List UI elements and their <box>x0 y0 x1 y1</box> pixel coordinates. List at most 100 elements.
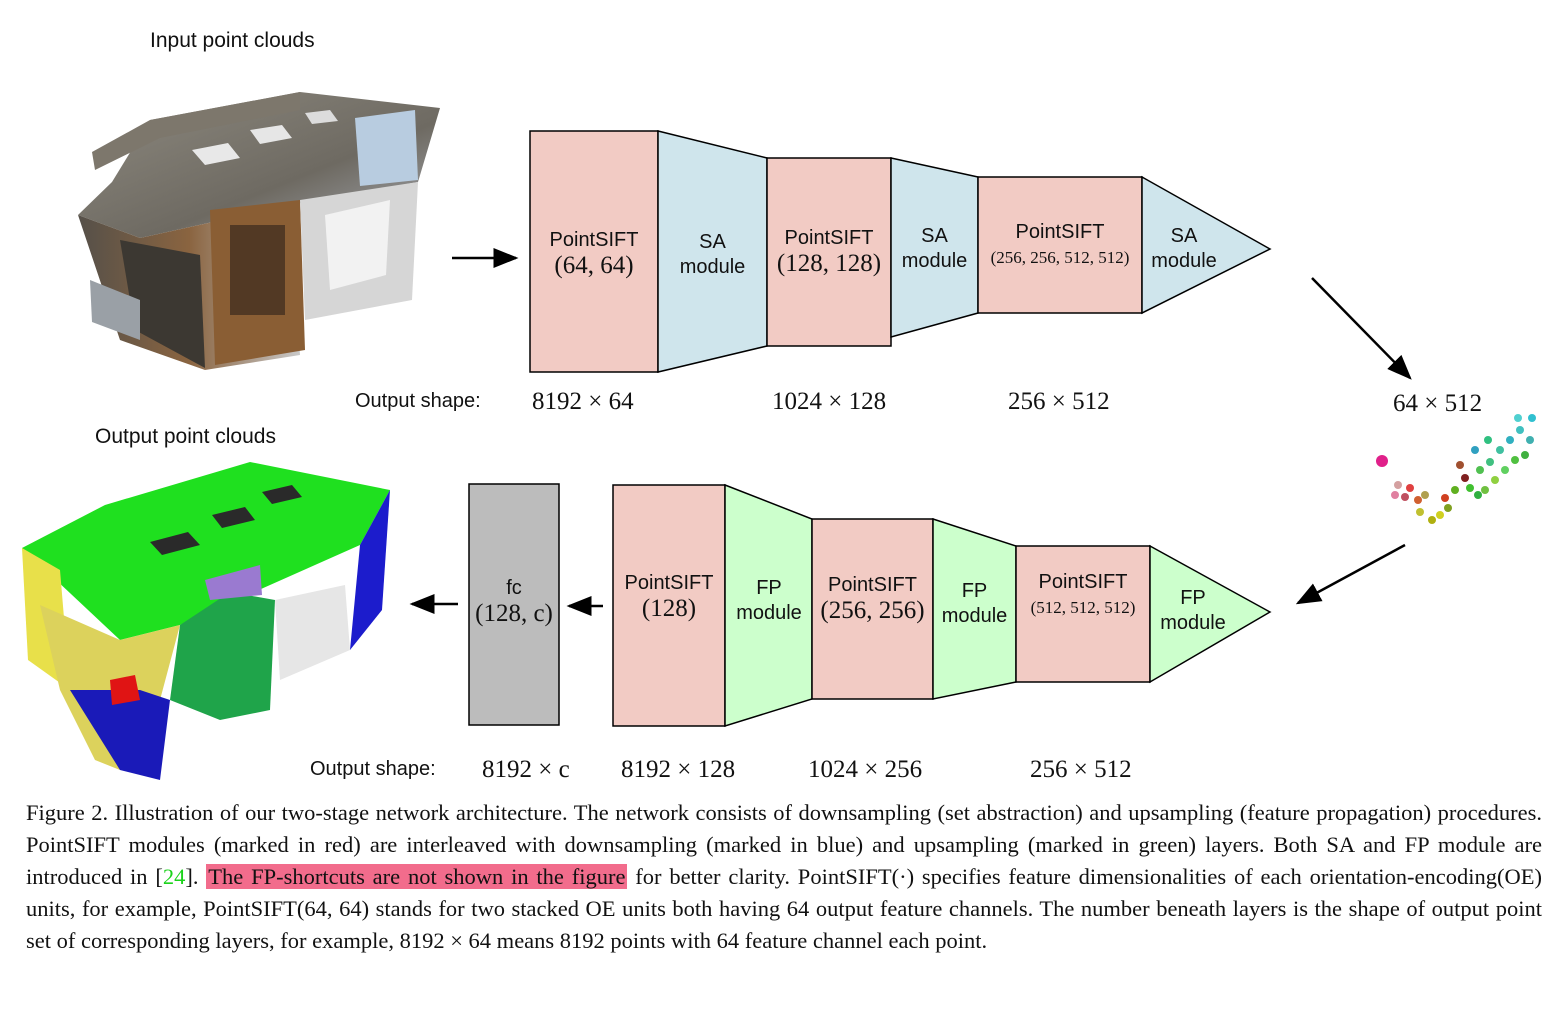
pointsift-params: (128) <box>641 595 697 622</box>
caption-highlight: The FP-shortcuts are not shown in the fi… <box>206 864 628 889</box>
module-type: SA <box>921 225 948 247</box>
bottleneck-point <box>1416 508 1424 516</box>
fc-label: fc (128, c) <box>469 576 559 626</box>
encoder-block-2-label: PointSIFT (128, 128) <box>767 226 891 276</box>
bottleneck-point <box>1484 436 1492 444</box>
pointsift-params: (256, 256) <box>820 597 925 624</box>
module-word: module <box>901 250 968 272</box>
bottleneck-shape: 64 × 512 <box>1393 390 1483 417</box>
bottleneck-point <box>1441 494 1449 502</box>
caption-text-1: Figure 2. Illustration of our two-stage … <box>26 800 1542 889</box>
bottleneck-point <box>1428 516 1436 524</box>
module-type: SA <box>1170 225 1198 247</box>
fc-params: (128, c) <box>475 600 553 627</box>
encoder-shape-3: 256 × 512 <box>1008 388 1110 415</box>
decoder-fp-triangle-3 <box>1149 544 1272 684</box>
caption-text-3: for better clarity. PointSIFT(·) specifi… <box>26 864 1542 953</box>
pointsift-params: (64, 64) <box>554 252 634 279</box>
encoder-shape-2: 1024 × 128 <box>772 388 887 415</box>
fc-block <box>468 483 560 726</box>
decoder-block-3-label: PointSIFT (512, 512, 512) <box>1016 570 1150 620</box>
decoder-output-shape-label: Output shape: <box>310 758 436 780</box>
decoder-fp-label-1: FP module <box>727 576 811 626</box>
bottleneck-point-set <box>1376 414 1536 524</box>
bottleneck-point <box>1501 466 1509 474</box>
bottleneck-point <box>1471 446 1479 454</box>
decoder-fp-label-2: FP module <box>933 579 1016 629</box>
bottleneck-point <box>1476 466 1484 474</box>
encoder-sa-triangle-3 <box>1141 175 1272 315</box>
bottleneck-point <box>1514 414 1522 422</box>
bottleneck-point <box>1506 436 1514 444</box>
citation-link[interactable]: 24 <box>162 864 186 889</box>
pointsift-name: PointSIFT <box>549 229 639 251</box>
pointsift-name: PointSIFT <box>624 572 714 594</box>
encoder-block-3-label: PointSIFT (256, 256, 512, 512) <box>978 220 1142 270</box>
bottleneck-point <box>1406 484 1414 492</box>
output-title: Output point clouds <box>95 425 276 448</box>
bottleneck-point <box>1421 491 1429 499</box>
arrow-bottleneck-to-decoder <box>1295 543 1406 605</box>
bottleneck-point <box>1391 491 1399 499</box>
bottleneck-point <box>1414 496 1422 504</box>
fc-shape: 8192 × c <box>482 756 570 783</box>
bottleneck-point <box>1528 414 1536 422</box>
pointsift-params: (512, 512, 512) <box>1030 598 1136 617</box>
decoder-block-1-label: PointSIFT (128) <box>613 571 725 621</box>
encoder-block-1-label: PointSIFT (64, 64) <box>530 228 658 278</box>
encoder-sa-label-1: SA module <box>660 230 765 280</box>
pointsift-name: PointSIFT <box>828 574 917 596</box>
arrow-encoder-to-bottleneck <box>1311 277 1412 380</box>
module-word: module <box>1160 612 1226 634</box>
bottleneck-point <box>1516 426 1524 434</box>
bottleneck-point <box>1436 511 1444 519</box>
encoder-pointsift-block-1 <box>529 130 659 373</box>
bottleneck-point <box>1511 456 1519 464</box>
module-type: FP <box>756 577 782 599</box>
fc-name: fc <box>506 577 522 599</box>
encoder-output-shape-label: Output shape: <box>355 390 481 412</box>
decoder-fp-label-3: FP module <box>1150 586 1236 636</box>
module-word: module <box>1151 250 1217 272</box>
bottleneck-point <box>1401 493 1409 501</box>
bottleneck-point <box>1451 486 1459 494</box>
pointsift-params: (128, 128) <box>776 250 882 277</box>
bottleneck-point <box>1376 455 1388 467</box>
pointsift-params: (256, 256, 512, 512) <box>990 248 1130 267</box>
decoder-shape-3: 256 × 512 <box>1030 756 1132 783</box>
module-word: module <box>736 602 802 624</box>
bottleneck-point <box>1461 474 1469 482</box>
bottleneck-point <box>1466 484 1474 492</box>
module-word: module <box>941 605 1008 627</box>
bottleneck-point <box>1444 504 1452 512</box>
bottleneck-point <box>1456 461 1464 469</box>
encoder-pointsift-block-2 <box>766 157 892 347</box>
encoder-pointsift-block-3 <box>977 176 1143 314</box>
encoder-sa-label-2: SA module <box>891 224 978 274</box>
module-type: SA <box>699 231 726 253</box>
encoder-row <box>529 130 1272 373</box>
bottleneck-point <box>1526 436 1534 444</box>
module-type: FP <box>961 580 988 602</box>
decoder-pointsift-block-3 <box>1015 545 1151 683</box>
encoder-shape-1: 8192 × 64 <box>532 388 634 415</box>
bottleneck-point <box>1394 481 1402 489</box>
pointsift-name: PointSIFT <box>1038 571 1128 593</box>
bottleneck-point <box>1496 446 1504 454</box>
bottleneck-point <box>1521 451 1529 459</box>
figure-caption: Figure 2. Illustration of our two-stage … <box>26 797 1542 957</box>
encoder-sa-label-3: SA module <box>1142 224 1226 274</box>
decoder-shape-1: 8192 × 128 <box>621 756 736 783</box>
bottleneck-point <box>1481 486 1489 494</box>
input-title: Input point clouds <box>150 29 315 52</box>
caption-text-2: ]. <box>185 864 207 889</box>
module-type: FP <box>1180 587 1206 609</box>
pointsift-name: PointSIFT <box>784 227 874 249</box>
decoder-pointsift-block-2 <box>811 518 934 700</box>
decoder-row <box>468 483 1272 728</box>
decoder-shape-2: 1024 × 256 <box>808 756 923 783</box>
decoder-block-2-label: PointSIFT (256, 256) <box>812 573 933 623</box>
output-point-cloud-image <box>22 462 390 780</box>
bottleneck-point <box>1486 458 1494 466</box>
